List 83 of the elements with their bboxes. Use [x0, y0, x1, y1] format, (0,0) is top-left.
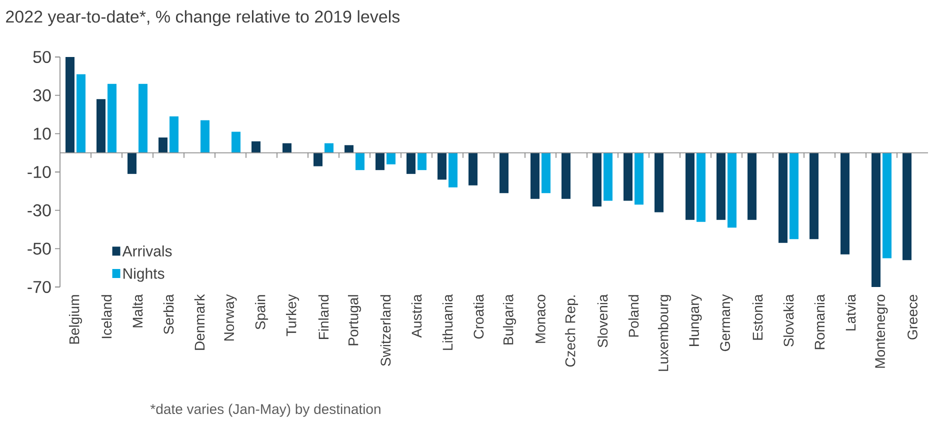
chart-title: 2022 year-to-date*, % change relative to 2019 levels	[6, 10, 400, 26]
bar	[252, 141, 260, 153]
x-tick-label: Greece	[908, 294, 918, 340]
bar	[530, 152, 540, 199]
bar	[810, 152, 819, 240]
y-tick-label: -10	[28, 166, 51, 178]
x-tick-label: Iceland	[101, 295, 112, 338]
x-tick-label: Denmark	[194, 294, 205, 350]
x-tick-label: Turkey	[286, 294, 300, 336]
x-tick-label: Poland	[628, 295, 639, 337]
bar	[542, 152, 551, 194]
bar	[324, 143, 334, 153]
bar	[500, 152, 509, 194]
y-tick-label: -30	[28, 204, 51, 216]
x-tick-label: Estonia	[752, 294, 763, 340]
bar	[790, 152, 799, 240]
bar	[728, 152, 737, 228]
y-tick-label: 50	[33, 50, 51, 64]
bar	[128, 152, 137, 174]
bar	[748, 152, 757, 220]
bar	[882, 152, 892, 258]
bar	[344, 145, 354, 153]
x-tick-label: Portugal	[348, 295, 362, 346]
text: *date varies (Jan-May) by destination	[150, 404, 380, 417]
x-tick-label: Finland	[318, 295, 329, 339]
bar	[76, 74, 86, 153]
bar	[376, 152, 385, 170]
bar	[562, 152, 571, 199]
x-tick-label: Croatia	[473, 294, 484, 339]
bar	[438, 152, 447, 180]
x-tick-label: Slovakia	[783, 294, 794, 346]
bar	[418, 152, 427, 170]
x-tick-label: Lithuania	[442, 294, 453, 350]
bar	[696, 152, 706, 222]
bar	[356, 152, 365, 170]
x-tick-label: Czech Rep.	[564, 295, 578, 367]
bar	[448, 152, 458, 188]
bar	[406, 152, 416, 174]
bar	[778, 152, 788, 243]
y-tick-label: 10	[34, 128, 51, 140]
bar	[716, 152, 726, 220]
bar	[138, 84, 148, 153]
x-tick-label: Bulgaria	[502, 294, 516, 344]
x-tick-label: Monaco	[536, 294, 546, 343]
bar	[654, 152, 664, 212]
x-tick-label: Montenegro	[875, 294, 888, 368]
bar	[170, 116, 179, 153]
x-tick-label: Switzerland	[380, 295, 391, 366]
x-tick-label: Luxembourg	[658, 295, 672, 371]
y-tick-label: -70	[28, 280, 51, 294]
legend-label: Nights	[124, 268, 164, 282]
x-tick-label: Hungary	[689, 294, 702, 346]
x-tick-label: Romania	[814, 294, 825, 350]
bar	[158, 138, 168, 153]
y-tick-label: 30	[33, 89, 51, 102]
x-tick-label: Spain	[254, 295, 268, 330]
bar	[872, 152, 881, 287]
bar	[66, 57, 75, 153]
bar	[232, 132, 240, 153]
bar	[686, 152, 695, 220]
bar	[902, 152, 912, 260]
x-tick-label: Germany	[720, 294, 733, 352]
bar	[314, 152, 323, 166]
bar	[624, 152, 633, 201]
bar	[840, 152, 850, 254]
legend-label: Arrivals	[122, 245, 172, 256]
bar	[592, 152, 602, 206]
bar	[634, 152, 644, 205]
bar	[282, 143, 292, 153]
x-tick-label: Latvia	[845, 294, 856, 330]
x-tick-label: Belgium	[68, 295, 82, 344]
bar	[386, 152, 396, 164]
bar	[468, 152, 478, 186]
bar	[200, 120, 210, 153]
y-tick-label: -50	[28, 242, 51, 255]
bar	[96, 99, 106, 153]
x-tick-label: Norway	[224, 294, 237, 341]
bar	[604, 152, 613, 201]
x-tick-label: Serbia	[163, 294, 174, 334]
bar	[108, 84, 117, 153]
x-tick-label: Austria	[411, 294, 422, 338]
x-tick-label: Malta	[132, 294, 143, 328]
x-tick-label: Slovenia	[597, 294, 608, 348]
